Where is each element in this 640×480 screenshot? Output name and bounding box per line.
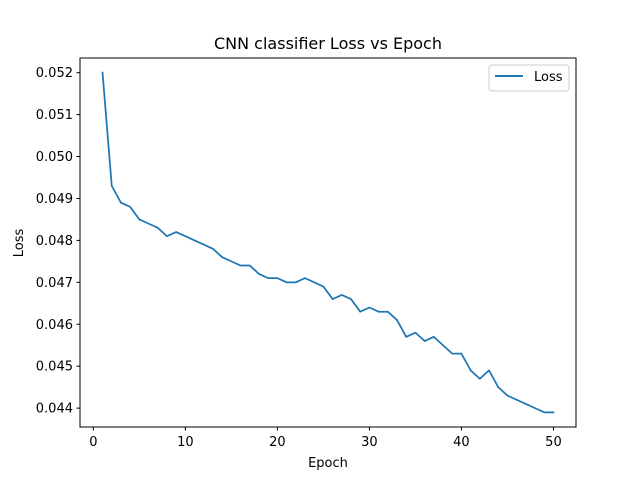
data-point bbox=[184, 235, 187, 238]
data-point bbox=[258, 273, 260, 275]
x-tick-label: 0 bbox=[89, 435, 97, 450]
data-point bbox=[129, 206, 131, 208]
legend: Loss bbox=[488, 64, 570, 92]
x-axis-label: Epoch bbox=[308, 456, 348, 471]
data-point bbox=[368, 306, 371, 309]
data-point bbox=[396, 319, 398, 321]
x-tick-label: 20 bbox=[269, 435, 286, 450]
x-axis: 0 10 20 30 40 50 bbox=[89, 427, 562, 450]
x-tick-label: 50 bbox=[545, 435, 562, 450]
x-tick-label: 30 bbox=[361, 435, 378, 450]
data-point bbox=[433, 336, 435, 338]
x-tick-label: 40 bbox=[453, 435, 470, 450]
data-point bbox=[460, 352, 463, 355]
data-point bbox=[110, 185, 113, 187]
y-tick-label: 0.045 bbox=[36, 360, 73, 375]
data-point bbox=[552, 411, 555, 414]
data-point bbox=[341, 294, 343, 296]
x-tick-label: 10 bbox=[177, 435, 194, 450]
data-point bbox=[230, 260, 233, 263]
data-point bbox=[212, 247, 214, 250]
data-point bbox=[221, 256, 223, 258]
y-tick-label: 0.047 bbox=[36, 276, 73, 291]
data-point bbox=[359, 310, 362, 313]
y-tick-label: 0.048 bbox=[36, 234, 73, 249]
y-tick-label: 0.052 bbox=[36, 66, 73, 81]
data-points bbox=[101, 71, 555, 414]
data-point bbox=[239, 264, 242, 267]
y-axis-label: Loss bbox=[12, 229, 27, 258]
data-point bbox=[405, 336, 408, 338]
data-point bbox=[147, 222, 150, 225]
data-point bbox=[488, 369, 490, 372]
data-point bbox=[442, 344, 444, 347]
data-point bbox=[543, 411, 546, 414]
data-point bbox=[525, 403, 527, 405]
data-point bbox=[175, 231, 177, 233]
data-point bbox=[294, 281, 297, 284]
data-point bbox=[350, 298, 352, 300]
data-point bbox=[331, 298, 334, 300]
y-tick-label: 0.049 bbox=[36, 192, 73, 207]
series-layer bbox=[101, 71, 555, 414]
data-point bbox=[451, 352, 454, 355]
data-point bbox=[506, 394, 509, 397]
data-point bbox=[469, 369, 472, 372]
data-point bbox=[248, 264, 251, 267]
data-point bbox=[387, 310, 389, 313]
data-point bbox=[276, 277, 279, 279]
data-point bbox=[534, 407, 536, 409]
y-tick-label: 0.050 bbox=[36, 150, 73, 165]
y-axis: 0.044 0.045 0.046 0.047 0.048 0.049 0.050 0.051… bbox=[36, 66, 80, 417]
data-point bbox=[202, 243, 205, 246]
y-tick-label: 0.051 bbox=[36, 108, 73, 123]
data-point bbox=[515, 398, 518, 401]
data-point bbox=[193, 239, 196, 242]
data-point bbox=[304, 277, 306, 279]
data-point bbox=[285, 281, 288, 284]
plot-frame bbox=[79, 57, 577, 428]
data-point bbox=[313, 281, 315, 284]
data-point bbox=[414, 331, 417, 334]
plot-area bbox=[80, 58, 576, 427]
data-point bbox=[120, 201, 122, 204]
data-point bbox=[497, 386, 500, 388]
legend-label: Loss bbox=[534, 70, 563, 85]
data-point bbox=[166, 235, 168, 238]
data-point bbox=[138, 218, 141, 221]
data-point bbox=[322, 285, 325, 288]
y-tick-label: 0.044 bbox=[36, 402, 73, 417]
series-line-loss bbox=[101, 71, 555, 414]
data-point bbox=[479, 377, 481, 380]
data-point bbox=[101, 71, 104, 74]
chart-title: CNN classifier Loss vs Epoch bbox=[214, 34, 442, 53]
data-point bbox=[423, 340, 426, 342]
y-tick-label: 0.046 bbox=[36, 318, 73, 333]
data-point bbox=[377, 310, 380, 313]
data-point bbox=[156, 227, 159, 229]
legend-box bbox=[488, 64, 570, 92]
data-point bbox=[267, 277, 269, 279]
